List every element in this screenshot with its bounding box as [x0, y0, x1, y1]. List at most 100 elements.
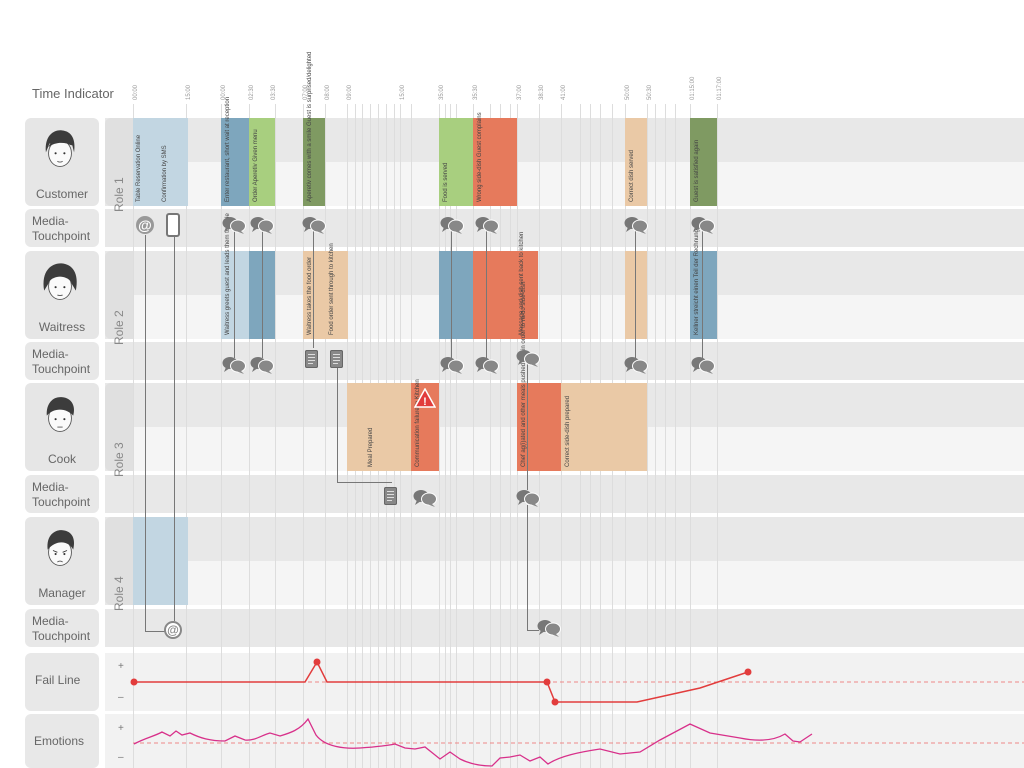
time-tick-label: 00:00	[133, 84, 139, 100]
speech-bubble-icon	[691, 357, 715, 374]
manager-header: Manager	[25, 517, 99, 605]
cook-label: Cook	[47, 452, 76, 466]
role1-label: Role 1	[112, 177, 126, 212]
time-gridline	[133, 104, 134, 768]
speech-bubble-icon	[624, 217, 648, 234]
step-c9-text: Guest is satisfied again	[694, 139, 700, 202]
step-w5-text: Kellner streicht einen Teil der Rechnung	[694, 229, 700, 335]
step-correct-side-dish: Correct side-dish prepared	[561, 383, 647, 471]
time-gridline	[490, 104, 491, 768]
role4-stripe	[133, 561, 1024, 605]
step-waitress-serve	[439, 251, 473, 339]
step-wrong-side-dish: Wrong side-dish Guest complains	[473, 112, 517, 206]
time-gridline	[456, 104, 457, 768]
time-tick-label: 35:00	[439, 84, 445, 100]
connector-aperetiv	[313, 228, 314, 348]
at-icon-manager: @	[164, 621, 182, 639]
touchpoint2-line1: Media-	[32, 347, 69, 361]
step-guest-satisfied: Guest is satisfied again	[690, 118, 717, 206]
speech-bubble-icon	[475, 217, 499, 234]
step-c2-text: Confirmation by SMS	[162, 145, 168, 202]
connector-reservation-h	[145, 631, 167, 632]
role2-tab: Role 2	[105, 251, 133, 345]
connector-manager-h	[527, 630, 539, 631]
step-k1-text: Meal Prepared	[368, 427, 374, 467]
speech-bubble-icon	[440, 217, 464, 234]
speech-bubble-icon	[222, 357, 246, 374]
connector-order-kitchen-h	[337, 482, 392, 483]
time-gridline	[303, 104, 304, 768]
speech-bubble-icon	[516, 490, 540, 507]
speech-bubble-icon	[222, 217, 246, 234]
step-c4-text: Order Aperetiv Given menu	[253, 129, 259, 202]
step-w3-text: Food order sent through to kitchen	[329, 243, 335, 335]
connector-sms	[174, 235, 175, 621]
role2-stripe	[133, 295, 1024, 339]
touchpoint3-header: Media- Touchpoint	[25, 475, 99, 513]
time-tick-label: 15:00	[400, 84, 406, 100]
fail-plus: +	[118, 661, 124, 672]
time-tick-label: 15:00	[186, 84, 192, 100]
customer-face-icon	[45, 130, 75, 167]
time-tick-label: 01:17:00	[717, 76, 723, 100]
touchpoint4-band	[105, 609, 1024, 647]
connector-food	[451, 228, 452, 358]
role3-label: Role 3	[112, 442, 126, 477]
fail-line-band	[105, 653, 1024, 711]
time-tick-label: 37:00	[517, 84, 523, 100]
waitress-header: Waitress	[25, 251, 99, 339]
speech-bubble-icon	[537, 620, 561, 637]
fail-line-header: Fail Line	[25, 653, 99, 711]
step-message-kitchen: Message and dish sent back to kitchen	[473, 232, 538, 339]
touchpoint4-header: Media- Touchpoint	[25, 609, 99, 647]
emotions-minus: –	[118, 752, 124, 763]
connector-order	[262, 228, 263, 358]
waitress-label: Waitress	[38, 320, 86, 334]
speech-bubble-icon	[624, 357, 648, 374]
time-tick-label: 50:30	[647, 84, 653, 100]
time-tick-label: 03:30	[271, 84, 277, 100]
at-icon: @	[136, 216, 154, 234]
connector-greet	[234, 228, 235, 358]
step-c8-text: Correct dish served	[629, 149, 635, 202]
role1-tab: Role 1	[105, 118, 133, 212]
emotions-plus: +	[118, 723, 124, 734]
touchpoint3-line2: Touchpoint	[32, 495, 91, 509]
speech-bubble-icon	[691, 217, 715, 234]
step-waitress-correct	[625, 251, 647, 339]
time-tick-label: 02:30	[249, 84, 255, 100]
customer-header: Customer	[25, 118, 99, 206]
time-gridline	[510, 104, 511, 768]
step-enter-restaurant: Enter restaurant, short wait at receptio…	[221, 97, 249, 206]
manager-label: Manager	[38, 586, 86, 600]
connector-order-kitchen	[337, 362, 338, 482]
document-icon	[305, 350, 318, 368]
warning-icon: !	[414, 388, 436, 408]
role4-label: Role 4	[112, 576, 126, 611]
document-icon	[384, 487, 397, 505]
speech-bubble-icon	[250, 357, 274, 374]
time-tick-label: 35:30	[473, 84, 479, 100]
emotions-band	[105, 714, 1024, 768]
speech-bubble-icon	[475, 357, 499, 374]
time-tick-label: 09:00	[347, 84, 353, 100]
customer-label: Customer	[35, 187, 88, 201]
touchpoint3-band	[105, 475, 1024, 513]
fail-line-label: Fail Line	[35, 673, 81, 687]
time-gridline	[665, 104, 666, 768]
touchpoint4-line1: Media-	[32, 614, 69, 628]
fail-minus: –	[118, 692, 124, 703]
step-waitress-bill: Kellner streicht einen Teil der Rechnung	[690, 229, 717, 339]
time-gridline	[647, 104, 648, 768]
time-tick-label: 08:00	[325, 84, 331, 100]
step-aperetiv-smile: Aperetiv comes with a smile Guest is sur…	[303, 52, 325, 206]
warning-glyph: !	[423, 396, 427, 408]
time-gridline	[655, 104, 656, 768]
waitress-face-icon	[43, 263, 77, 300]
document-icon	[330, 350, 343, 368]
connector-kitchen	[527, 362, 528, 490]
speech-bubble-icon	[440, 357, 464, 374]
touchpoint4-line2: Touchpoint	[32, 629, 91, 643]
step-c1-text: Table Reservation Online	[136, 134, 142, 202]
time-tick-label: 41:00	[561, 84, 567, 100]
